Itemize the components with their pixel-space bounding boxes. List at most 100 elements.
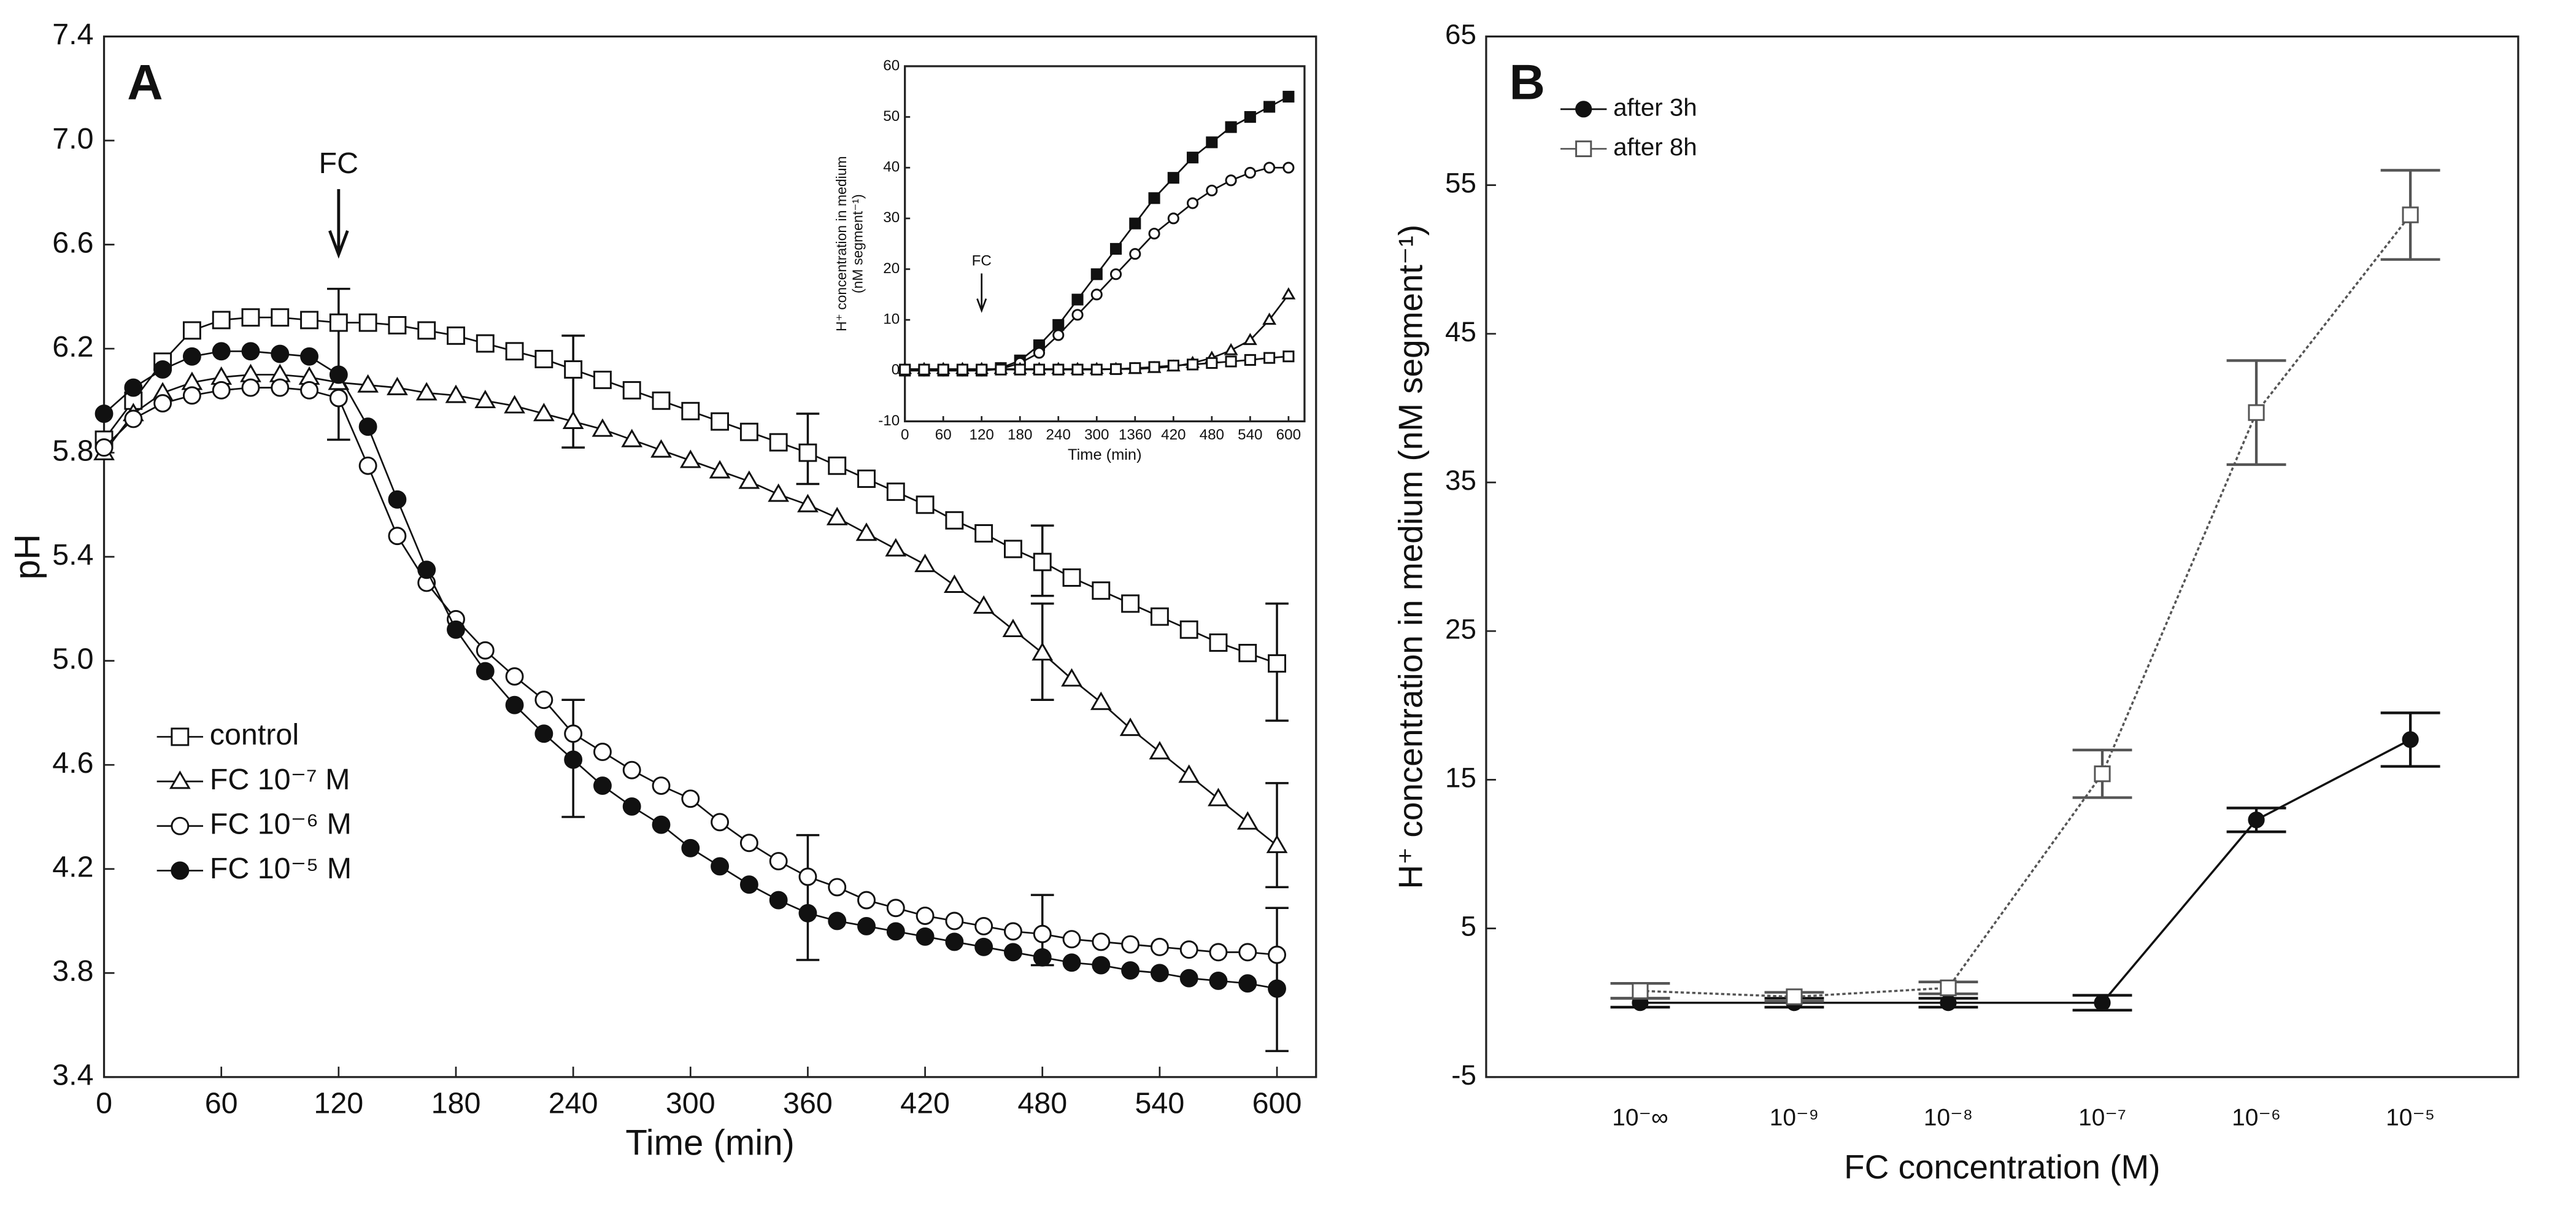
panel-label: B [1510,55,1545,110]
data-point [899,363,911,376]
data-point [1109,363,1122,375]
data-point [769,891,788,910]
y-tick-label: 30 [883,209,900,226]
legend-label: after 3h [1613,93,1697,121]
data-point [153,394,172,412]
data-point [447,326,465,345]
data-point [1033,363,1046,376]
data-point [1266,834,1288,853]
data-point [974,917,993,935]
data-point [1167,212,1179,225]
data-point [1206,357,1218,369]
data-point [1209,633,1228,652]
data-point [300,311,318,330]
data-point [1209,943,1228,962]
legend-label: FC 10⁻⁶ M [210,808,352,841]
data-point [1282,350,1295,363]
data-point [564,724,583,743]
data-point [1263,352,1276,364]
data-point [300,381,318,400]
data-point [857,470,876,488]
data-point [329,389,348,408]
data-point [329,313,348,332]
data-point [798,903,817,923]
data-point [1052,363,1065,376]
data-point [504,395,525,414]
series-line [1640,738,2411,1004]
data-point [182,386,201,405]
y-axis-label: H⁺ concentration in medium [833,156,849,331]
x-tick-label: 480 [1017,1087,1067,1120]
data-point [1244,110,1256,123]
y-tick-label: 6.2 [52,330,93,363]
data-point [300,347,318,366]
data-point [1149,741,1171,760]
data-point [153,360,172,379]
x-axis-label: Time (min) [625,1123,794,1163]
series-line [1640,214,2412,998]
data-point [1004,943,1022,962]
data-point [1090,268,1103,281]
data-point [621,428,643,447]
y-tick-label: 20 [883,260,900,277]
data-point [828,911,847,930]
data-point [1062,953,1081,972]
x-axis-label: Time (min) [1068,446,1142,463]
data-point [505,695,524,714]
x-tick-label: 600 [1276,427,1301,443]
data-point [387,376,408,395]
y-axis-label: pH [7,534,47,579]
y-tick-label: 60 [883,57,900,74]
data-point [1187,197,1199,209]
data-point [916,495,935,514]
data-point [1052,319,1065,331]
data-point [2094,994,2111,1012]
x-tick-label: 10⁻∞ [1612,1105,1668,1131]
data-point [2094,765,2111,783]
y-tick-label: 15 [1445,762,1476,793]
data-point [505,342,524,361]
data-point [124,409,143,428]
data-point [1119,718,1141,737]
data-point [1033,552,1052,571]
data-point [241,342,260,361]
data-point [124,378,143,397]
data-point [1940,979,1957,997]
data-point [945,511,964,530]
x-tick-label: 600 [1252,1087,1302,1120]
data-point [1090,288,1103,301]
data-point [1224,342,1238,355]
data-point [916,927,935,946]
y-tick-label: 0 [892,362,900,378]
x-tick-label: 300 [666,1087,715,1120]
data-point [1268,945,1286,964]
data-point [1032,642,1054,661]
y-tick-label: 5.8 [52,434,93,467]
y-tick-label: 4.6 [52,746,93,780]
x-tick-label: 60 [205,1087,238,1120]
data-point [1238,974,1257,993]
data-point [593,776,612,795]
data-point [1263,161,1276,174]
data-point [212,381,231,400]
x-tick-label: 300 [1084,427,1109,443]
data-point [711,412,730,431]
data-point [1033,347,1046,359]
data-point [1179,620,1198,639]
data-point [271,344,290,363]
data-point [1179,969,1198,988]
y-tick-label: 35 [1445,465,1476,496]
data-point [1187,152,1199,164]
y-tick-label: 4.2 [52,851,93,884]
data-point [797,493,819,513]
data-point [2248,811,2265,829]
data-point [681,401,700,420]
plot-frame [1485,35,2520,1078]
data-point [1150,607,1169,626]
data-point [1129,248,1141,260]
data-point [533,403,555,422]
data-point [1062,568,1081,587]
y-tick-label: 5.0 [52,642,93,675]
data-point [1179,940,1198,959]
data-point [1167,172,1179,184]
